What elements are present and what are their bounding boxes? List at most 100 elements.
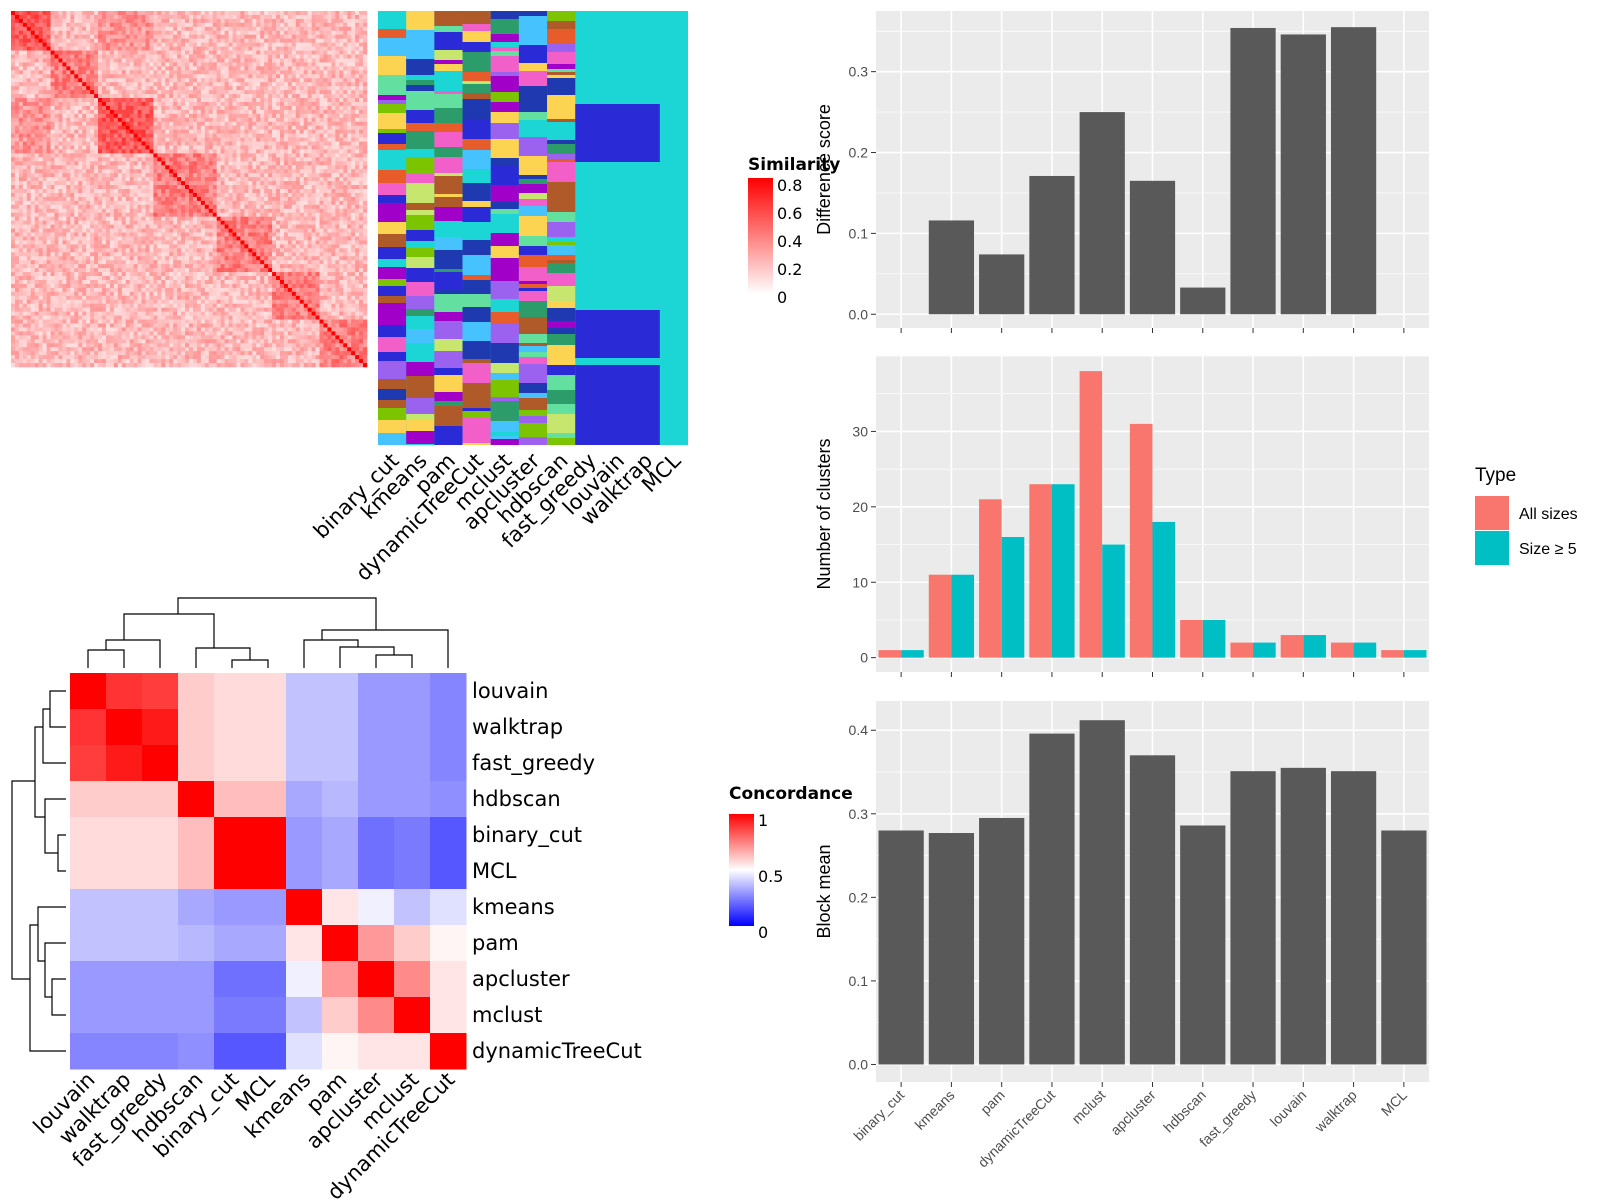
similarity-cell [355,137,360,142]
similarity-cell [220,14,225,20]
similarity-cell [295,38,301,43]
similarity-cell [30,18,36,24]
similarity-cell [339,161,344,166]
similarity-cell [11,62,16,67]
similarity-cell [34,200,39,206]
similarity-cell [169,137,174,142]
similarity-cell [18,192,24,198]
similarity-cell [54,189,59,194]
similarity-cell [101,185,107,190]
similarity-cell [125,34,130,39]
similarity-cell [264,78,269,83]
similarity-cell [149,153,154,158]
similarity-cell [252,157,257,162]
similarity-cell [303,109,308,115]
similarity-cell [181,220,186,225]
similarity-cell [224,42,229,47]
similarity-cell [212,38,217,43]
similarity-cell [50,14,55,20]
similarity-cell [161,50,166,55]
similarity-cell [256,101,261,107]
similarity-cell [125,22,130,28]
similarity-cell [268,66,273,71]
similarity-cell [216,129,221,134]
similarity-cell [30,74,36,79]
similarity-cell [327,212,332,217]
similarity-cell [145,161,150,166]
similarity-cell [347,101,352,107]
similarity-cell [157,82,162,87]
similarity-cell [283,121,289,127]
similarity-cell [169,169,174,174]
similarity-cell [252,22,257,28]
similarity-cell [287,105,293,111]
similarity-cell [113,18,119,24]
similarity-cell [11,157,16,162]
similarity-cell [264,58,269,63]
similarity-cell [101,208,107,214]
similarity-cell [74,121,79,127]
similarity-cell [38,101,43,107]
similarity-cell [212,50,217,55]
similarity-cell [303,165,308,170]
similarity-cell [98,82,103,87]
similarity-cell [70,121,75,127]
similarity-cell [260,212,265,217]
similarity-cell [212,101,217,107]
similarity-cell [153,74,158,79]
similarity-cell [240,86,245,91]
similarity-cell [38,228,43,233]
similarity-cell [260,117,265,123]
similarity-cell [46,101,51,107]
similarity-cell [141,224,146,229]
similarity-cell [343,125,348,130]
similarity-cell [125,50,130,55]
similarity-cell [145,185,150,190]
similarity-cell [153,149,158,154]
similarity-cell [343,208,348,214]
similarity-cell [11,185,16,190]
similarity-cell [70,133,75,138]
similarity-cell [216,22,221,28]
similarity-cell [272,70,277,75]
similarity-cell [18,208,24,214]
similarity-cell [129,38,134,43]
similarity-cell [125,62,130,67]
similarity-cell [34,54,39,59]
similarity-cell [287,157,293,162]
similarity-cell [287,90,293,95]
similarity-cell [181,129,186,134]
similarity-cell [216,46,221,51]
similarity-cell [303,50,308,55]
similarity-cell [276,82,281,87]
similarity-cell [192,26,198,32]
similarity-cell [204,129,210,134]
similarity-cell [287,192,293,198]
similarity-cell [224,141,229,146]
similarity-cell [339,141,344,146]
similarity-cell [129,90,134,95]
similarity-cell [311,26,316,32]
similarity-cell [323,86,328,91]
similarity-cell [200,216,206,221]
similarity-cell [351,117,356,123]
similarity-cell [14,165,20,170]
similarity-cell [252,212,257,217]
similarity-cell [34,133,39,138]
similarity-cell [78,74,83,79]
similarity-cell [192,78,198,83]
similarity-cell [18,109,24,115]
similarity-cell [343,74,348,79]
similarity-cell [359,22,364,28]
similarity-cell [101,30,107,36]
similarity-cell [105,109,111,115]
similarity-cell [177,121,182,127]
similarity-cell [204,173,210,178]
similarity-cell [224,101,229,107]
similarity-cell [177,62,182,67]
similarity-cell [14,105,20,111]
similarity-cell [173,129,178,134]
similarity-cell [133,74,138,79]
similarity-cell [363,185,368,190]
similarity-cell [236,62,241,67]
